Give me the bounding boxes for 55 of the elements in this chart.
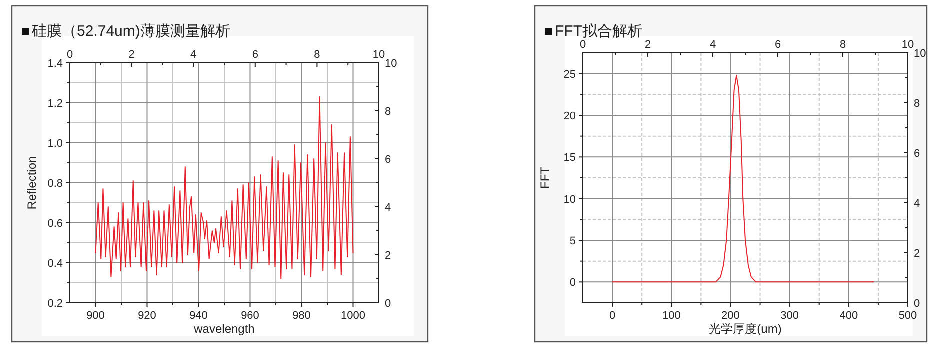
x-tick-label: 0 <box>609 310 616 322</box>
x2-tick-label: 8 <box>840 39 846 51</box>
x2-tick-label: 4 <box>710 39 716 51</box>
chart-title: 硅膜（52.74um)薄膜测量解析 <box>31 23 230 40</box>
y-tick-label: 0.4 <box>48 258 63 270</box>
x-tick-label: 920 <box>138 310 156 322</box>
y2-tick-label: 4 <box>914 198 920 210</box>
x2-tick-label: 4 <box>190 49 197 61</box>
x2-tick-label: 8 <box>314 49 320 61</box>
y-tick-label: 0.6 <box>48 218 63 230</box>
y-tick-label: 25 <box>564 68 576 81</box>
y2-tick-label: 10 <box>914 48 926 60</box>
x2-tick-label: 0 <box>66 49 74 61</box>
y2-tick-label: 0 <box>914 298 920 310</box>
y-axis-title: FFT <box>538 166 552 189</box>
y2-tick-label: 10 <box>385 58 398 70</box>
y2-tick-label: 4 <box>385 202 392 214</box>
chart-title: FFT拟合解析 <box>555 23 642 40</box>
y-tick-label: 10 <box>564 194 576 206</box>
x2-tick-label: 6 <box>774 39 782 51</box>
x-tick-label: 200 <box>722 310 740 322</box>
x-tick-label: 900 <box>86 310 105 322</box>
y2-tick-label: 0 <box>385 298 392 310</box>
x-tick-label: 300 <box>780 310 799 322</box>
x-tick-label: 960 <box>241 310 260 322</box>
y-tick-label: 0 <box>570 277 576 290</box>
y2-tick-label: 8 <box>914 98 920 110</box>
y-tick-label: 0.8 <box>48 178 63 190</box>
x2-tick-label: 6 <box>252 49 258 61</box>
x2-tick-label: 2 <box>128 49 135 61</box>
y-axis-title: Reflection <box>25 156 39 210</box>
x-tick-label: 100 <box>662 310 681 322</box>
x2-tick-label: 10 <box>902 39 914 51</box>
x2-tick-label: 0 <box>580 39 586 51</box>
y-tick-label: 1.0 <box>48 138 63 150</box>
y2-tick-label: 8 <box>385 106 392 118</box>
x-axis-title: wavelength <box>193 322 255 336</box>
y-tick-label: 1.4 <box>48 58 63 70</box>
y2-tick-label: 2 <box>914 248 920 260</box>
y-tick-label: 20 <box>564 110 576 122</box>
y-tick-label: 15 <box>564 152 576 164</box>
y2-tick-label: 6 <box>385 154 392 166</box>
x-axis-title: 光学厚度(um) <box>709 322 782 336</box>
x2-tick-label: 2 <box>644 39 652 51</box>
y2-tick-label: 2 <box>385 250 392 262</box>
x-tick-label: 400 <box>840 310 858 322</box>
y-tick-label: 0.2 <box>48 298 63 310</box>
x2-tick-label: 10 <box>372 49 386 61</box>
y2-tick-label: 6 <box>914 148 920 160</box>
x-tick-label: 940 <box>190 310 208 322</box>
x-tick-label: 1000 <box>341 310 366 322</box>
x-tick-label: 980 <box>292 310 311 322</box>
y-tick-label: 5 <box>570 236 576 248</box>
x-tick-label: 500 <box>898 310 918 322</box>
y-tick-label: 1.2 <box>48 98 63 110</box>
